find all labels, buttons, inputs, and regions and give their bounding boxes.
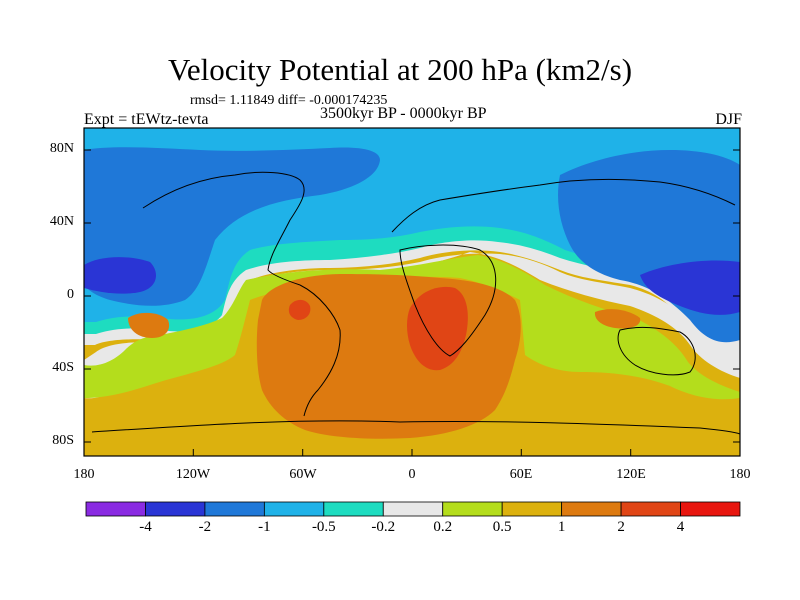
coastline-eurasia [391, 178, 736, 233]
colorbar-label: 0.5 [492, 519, 512, 535]
colorbar-swatch [145, 501, 206, 517]
colorbar-label: 1 [557, 519, 566, 535]
colorbar-swatch [620, 501, 681, 517]
plot-title: Velocity Potential at 200 hPa (km2/s) [167, 52, 633, 87]
colorbar-label: 4 [676, 519, 685, 535]
contour-band [84, 147, 380, 306]
colorbar-swatch [501, 501, 563, 517]
contour-band [407, 286, 468, 371]
y-tick-label: 0 [67, 287, 74, 302]
colorbar-swatch [323, 501, 384, 517]
x-tick-label: 0 [408, 467, 416, 482]
experiment-label: Expt = tEWtz-tevta [84, 111, 209, 128]
colorbar-swatch [85, 501, 146, 517]
contour-band [256, 274, 521, 439]
x-tick-label: 180 [73, 467, 95, 482]
contour-band [640, 260, 740, 315]
period-label: 3500kyr BP - 0000kyr BP [320, 105, 487, 122]
colorbar-label: -0.2 [371, 519, 396, 535]
contour-band [594, 309, 641, 329]
colorbar-label: -4 [139, 519, 152, 535]
colorbar-label: -1 [258, 519, 271, 535]
x-tick-label: 120E [616, 467, 646, 482]
coastline-africa [399, 244, 497, 357]
colorbar [85, 501, 741, 517]
x-tick-label: 120W [175, 467, 211, 482]
y-tick-label: 80S [52, 433, 74, 448]
colorbar-swatch [442, 501, 503, 517]
colorbar-swatch [263, 501, 325, 517]
contour-fill-layer [84, 128, 740, 456]
contour-band [288, 299, 311, 320]
colorbar-label: -0.5 [311, 519, 336, 535]
contour-band [84, 440, 740, 456]
y-tick-label: 40S [52, 360, 74, 375]
colorbar-label: 0.2 [433, 519, 453, 535]
coastline-north-america [142, 171, 305, 286]
contour-band [84, 252, 740, 399]
contour-band [128, 312, 170, 338]
colorbar-swatch [204, 501, 265, 517]
colorbar-label: 2 [617, 519, 625, 535]
colorbar-swatch [382, 501, 444, 517]
contour-band [84, 255, 740, 400]
coastline-antarctica [91, 420, 740, 435]
colorbar-swatch [561, 501, 622, 517]
coastlines [91, 171, 740, 435]
tick-marks [83, 149, 741, 456]
y-tick-label: 80N [49, 141, 74, 156]
coastline-australia [617, 326, 696, 376]
stats-label: rmsd= 1.11849 diff= -0.000174235 [190, 93, 388, 108]
x-tick-label: 60E [509, 467, 533, 482]
x-tick-label: 60W [289, 467, 317, 482]
colorbar-label: -2 [198, 519, 212, 535]
season-label: DJF [715, 111, 742, 128]
contour-band [84, 257, 156, 294]
y-tick-label: 40N [49, 214, 74, 229]
colorbar-swatch [680, 501, 741, 517]
x-tick-label: 180 [729, 467, 751, 482]
coastline-south-america [299, 284, 341, 417]
